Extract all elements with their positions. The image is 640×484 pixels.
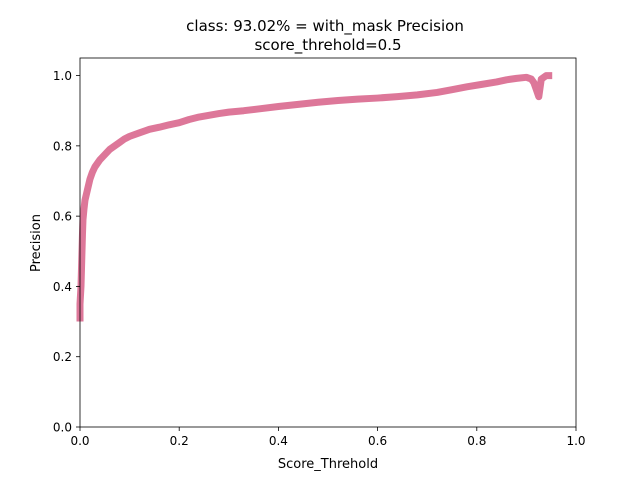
x-axis-label: Score_Threhold: [278, 457, 378, 472]
y-tick-label-4: 0.8: [53, 139, 72, 153]
x-tick-label-5: 1.0: [566, 434, 585, 448]
series-line-0: [76, 72, 553, 322]
x-tick-label-0: 0.0: [70, 434, 89, 448]
plot-area: 0.0 0.2 0.4 0.6 0.8 1.0 0.0 0.2 0.4 0.6 0.8 1.0: [53, 57, 586, 448]
x-tick-label-3: 0.6: [368, 434, 387, 448]
y-axis-label: Precision: [29, 214, 44, 272]
x-tick-label-1: 0.2: [170, 434, 189, 448]
y-tick-label-2: 0.4: [53, 280, 72, 294]
y-tick-label-0: 0.0: [53, 421, 72, 435]
chart-subtitle: score_threhold=0.5: [254, 36, 401, 55]
chart-title: class: 93.02% = with_mask Precision: [186, 17, 464, 36]
y-tick-label-3: 0.6: [53, 210, 72, 224]
x-tick-label-2: 0.4: [269, 434, 288, 448]
y-tick-label-5: 1.0: [53, 69, 72, 83]
axes-frame: [79, 57, 577, 428]
x-tick-label-4: 0.8: [467, 434, 486, 448]
y-tick-label-1: 0.2: [53, 350, 72, 364]
